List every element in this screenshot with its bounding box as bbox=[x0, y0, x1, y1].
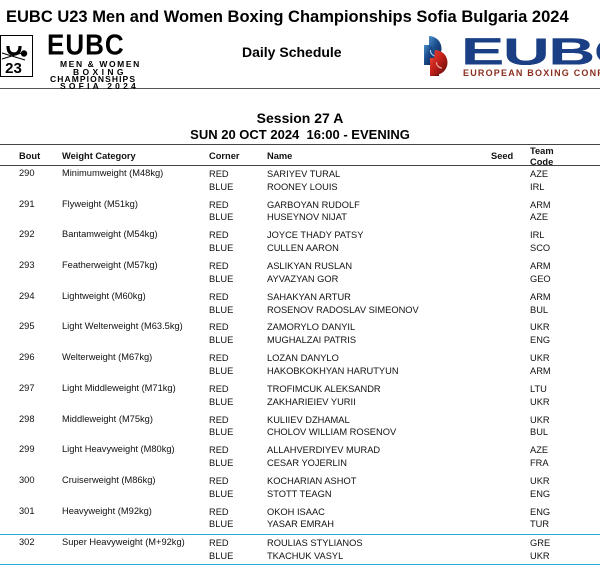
svg-text:23: 23 bbox=[5, 60, 22, 77]
